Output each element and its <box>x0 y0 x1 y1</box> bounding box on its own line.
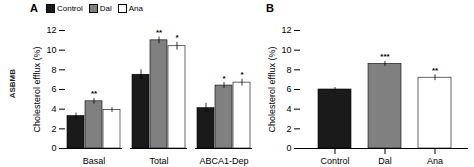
svg-text:Cholesterol efflux (%): Cholesterol efflux (%) <box>267 47 277 133</box>
svg-text:4: 4 <box>286 104 291 114</box>
svg-text:2: 2 <box>51 124 56 134</box>
svg-text:10: 10 <box>281 45 291 55</box>
svg-text:Control: Control <box>320 156 349 166</box>
svg-text:Total: Total <box>149 156 168 166</box>
svg-text:**: ** <box>91 89 98 98</box>
svg-text:ABCA1-Dep: ABCA1-Dep <box>199 156 248 166</box>
svg-text:0: 0 <box>51 143 56 153</box>
svg-text:0: 0 <box>286 143 291 153</box>
svg-text:2: 2 <box>286 124 291 134</box>
html-text:ASBMB: ASBMB <box>7 68 17 99</box>
svg-text:8: 8 <box>286 65 291 75</box>
svg-text:12: 12 <box>281 25 291 35</box>
svg-text:**: ** <box>156 28 163 37</box>
svg-text:Dal: Dal <box>378 156 392 166</box>
svg-text:Ana: Ana <box>427 156 443 166</box>
svg-text:Basal: Basal <box>83 156 106 166</box>
svg-text:*: * <box>175 33 179 42</box>
svg-text:12: 12 <box>46 25 56 35</box>
html-text:Ana: Ana <box>128 3 143 13</box>
svg-text:*: * <box>222 74 226 83</box>
html-text:Control: Control <box>57 3 83 13</box>
svg-text:6: 6 <box>51 84 56 94</box>
svg-text:4: 4 <box>51 104 56 114</box>
svg-text:Cholesterol efflux (%): Cholesterol efflux (%) <box>32 47 42 133</box>
svg-text:10: 10 <box>46 45 56 55</box>
svg-text:6: 6 <box>286 84 291 94</box>
html-text:B: B <box>266 2 274 14</box>
html-text:Dal: Dal <box>99 3 112 13</box>
svg-text:*: * <box>240 70 244 79</box>
svg-text:**: ** <box>432 66 439 75</box>
svg-text:***: *** <box>380 52 390 61</box>
html-text:A: A <box>30 2 38 14</box>
svg-text:8: 8 <box>51 65 56 75</box>
